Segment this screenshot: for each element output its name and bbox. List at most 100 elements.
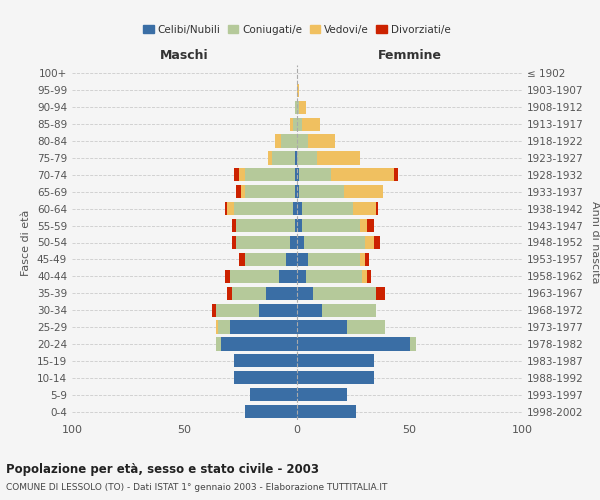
Bar <box>295 168 297 181</box>
Bar <box>245 253 286 266</box>
Bar <box>297 371 373 384</box>
Y-axis label: Fasce di età: Fasce di età <box>22 210 31 276</box>
Bar <box>234 371 297 384</box>
Bar <box>293 202 297 215</box>
Bar <box>308 253 360 266</box>
Bar <box>232 219 236 232</box>
Bar <box>229 270 279 283</box>
Bar <box>299 168 331 181</box>
Bar <box>302 202 353 215</box>
Bar <box>297 134 308 147</box>
Bar <box>297 84 299 97</box>
Bar <box>225 202 227 215</box>
Bar <box>376 202 378 215</box>
Bar <box>286 253 297 266</box>
Bar <box>293 118 297 131</box>
Bar <box>236 185 241 198</box>
Bar <box>239 168 245 181</box>
Bar <box>297 118 302 131</box>
Bar <box>232 236 236 249</box>
Bar <box>234 202 293 215</box>
Bar <box>250 388 297 401</box>
Bar <box>344 185 383 198</box>
Bar <box>295 100 297 114</box>
Bar <box>302 118 320 131</box>
Bar <box>297 270 306 283</box>
Bar <box>295 152 297 164</box>
Bar <box>297 304 322 316</box>
Bar <box>234 354 297 368</box>
Bar <box>373 236 380 249</box>
Bar <box>322 304 376 316</box>
Bar <box>331 168 394 181</box>
Bar <box>306 270 362 283</box>
Bar <box>297 405 355 418</box>
Bar <box>297 286 313 300</box>
Bar <box>290 118 293 131</box>
Bar <box>268 152 272 164</box>
Bar <box>365 253 369 266</box>
Bar <box>281 134 297 147</box>
Bar <box>218 320 229 334</box>
Bar <box>299 185 344 198</box>
Bar <box>367 270 371 283</box>
Bar <box>225 270 229 283</box>
Bar <box>297 185 299 198</box>
Bar <box>239 253 245 266</box>
Bar <box>216 304 259 316</box>
Bar <box>347 320 385 334</box>
Bar <box>290 236 297 249</box>
Bar <box>241 185 245 198</box>
Bar <box>279 270 297 283</box>
Bar <box>304 236 365 249</box>
Bar <box>297 338 409 350</box>
Bar <box>232 286 265 300</box>
Bar <box>259 304 297 316</box>
Bar <box>362 270 367 283</box>
Bar <box>227 286 232 300</box>
Bar <box>236 219 295 232</box>
Text: COMUNE DI LESSOLO (TO) - Dati ISTAT 1° gennaio 2003 - Elaborazione TUTTITALIA.IT: COMUNE DI LESSOLO (TO) - Dati ISTAT 1° g… <box>6 482 388 492</box>
Bar <box>297 388 347 401</box>
Bar <box>295 219 297 232</box>
Bar <box>353 202 376 215</box>
Bar <box>297 100 299 114</box>
Bar <box>308 134 335 147</box>
Bar <box>234 168 239 181</box>
Bar <box>297 202 302 215</box>
Bar <box>302 219 360 232</box>
Bar <box>297 168 299 181</box>
Bar <box>360 219 367 232</box>
Bar <box>221 338 297 350</box>
Bar <box>297 219 302 232</box>
Bar <box>272 152 295 164</box>
Bar <box>376 286 385 300</box>
Bar <box>297 152 317 164</box>
Bar <box>245 185 295 198</box>
Bar <box>360 253 365 266</box>
Bar <box>265 286 297 300</box>
Y-axis label: Anni di nascita: Anni di nascita <box>590 201 600 284</box>
Bar <box>409 338 416 350</box>
Text: Maschi: Maschi <box>160 48 209 62</box>
Bar <box>394 168 398 181</box>
Text: Popolazione per età, sesso e stato civile - 2003: Popolazione per età, sesso e stato civil… <box>6 462 319 475</box>
Legend: Celibi/Nubili, Coniugati/e, Vedovi/e, Divorziati/e: Celibi/Nubili, Coniugati/e, Vedovi/e, Di… <box>139 20 455 39</box>
Bar <box>212 304 216 316</box>
Bar <box>299 100 306 114</box>
Bar <box>297 354 373 368</box>
Bar <box>365 236 373 249</box>
Bar <box>313 286 376 300</box>
Bar <box>229 320 297 334</box>
Bar <box>367 219 373 232</box>
Bar <box>275 134 281 147</box>
Bar <box>297 236 304 249</box>
Bar <box>297 320 347 334</box>
Bar <box>245 168 295 181</box>
Bar <box>317 152 360 164</box>
Bar <box>245 405 297 418</box>
Text: Femmine: Femmine <box>377 48 442 62</box>
Bar <box>236 236 290 249</box>
Bar <box>297 253 308 266</box>
Bar <box>216 320 218 334</box>
